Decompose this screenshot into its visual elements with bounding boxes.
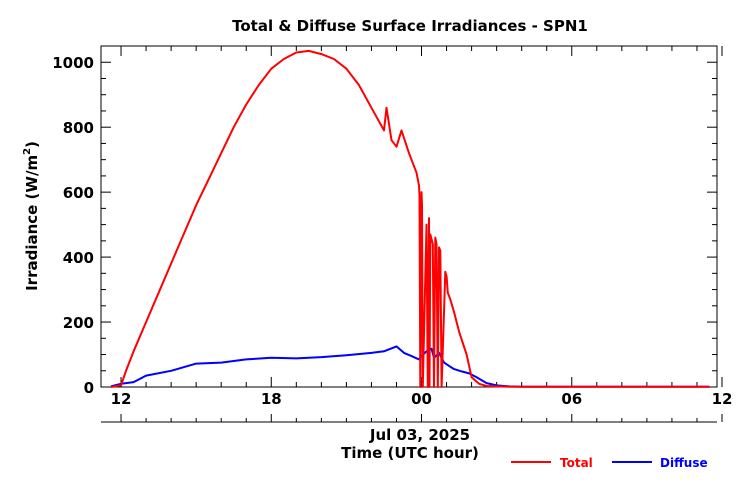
- y-axis-label: Irradiance (W/m2): [22, 141, 41, 291]
- series-line-total: [110, 49, 710, 388]
- x-tick-label: 00: [411, 390, 432, 408]
- x-tick-label: 18: [261, 390, 282, 408]
- x-tick-label: 12: [712, 390, 733, 408]
- x-axis-ticks: 12 18 00 06 12: [111, 46, 733, 422]
- legend: Total Diffuse: [511, 456, 708, 470]
- x-tick-label: 12: [111, 390, 132, 408]
- x-tick-label: 06: [561, 390, 582, 408]
- y-tick-label: 0: [84, 379, 94, 397]
- date-label: Jul 03, 2025: [369, 426, 470, 444]
- series-layer: [110, 49, 710, 388]
- plot-frame: [100, 45, 718, 388]
- y-tick-label: 800: [63, 119, 94, 137]
- legend-total-label: Total: [560, 456, 593, 470]
- y-tick-label: 400: [63, 249, 94, 267]
- series-line-diffuse: [110, 345, 710, 388]
- y-tick-label: 200: [63, 314, 94, 332]
- chart-title: Total & Diffuse Surface Irradiances - SP…: [232, 17, 588, 35]
- y-tick-label: 600: [63, 184, 94, 202]
- y-axis-label-prefix: Irradiance (W/m: [23, 155, 41, 291]
- y-axis-label-superscript: 2: [22, 148, 33, 155]
- y-axis-label-suffix: ): [23, 141, 41, 148]
- legend-diffuse-label: Diffuse: [660, 456, 708, 470]
- x-axis-label: Time (UTC hour): [341, 444, 479, 462]
- y-tick-label: 1000: [52, 54, 94, 72]
- y-axis-ticks: 0 200 400 600 800 1000: [52, 45, 717, 397]
